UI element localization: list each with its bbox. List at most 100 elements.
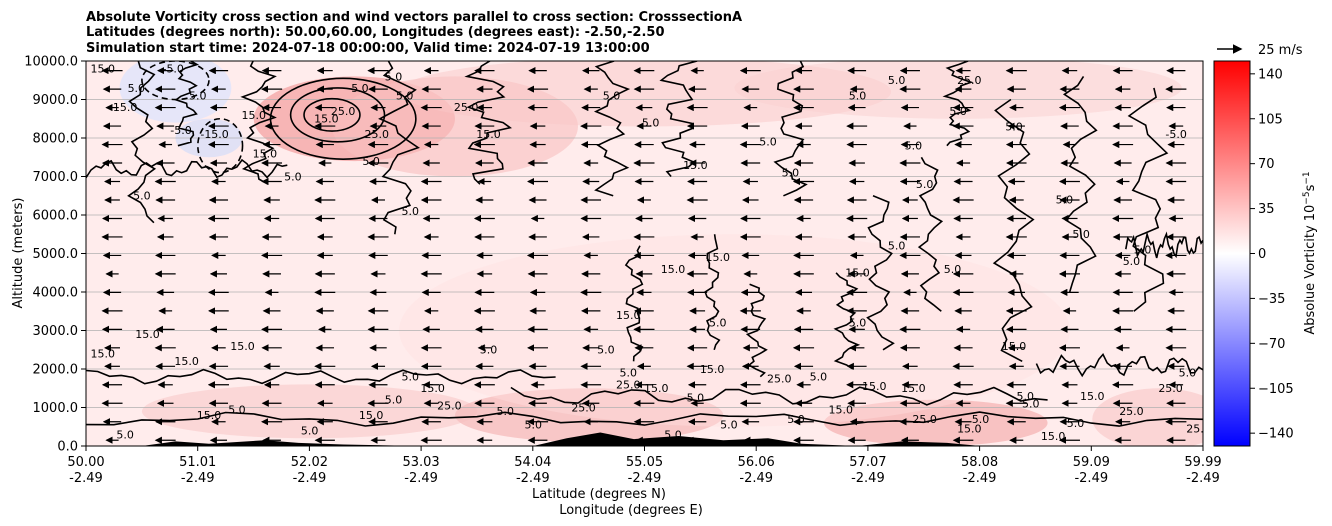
contour-label: 15.0: [845, 267, 870, 280]
x-tick-label-lat: 50.00: [67, 455, 104, 470]
contour-label: 15.0: [113, 101, 138, 114]
x-axis-label-longitude: Longitude (degrees E): [559, 503, 703, 518]
x-tick-label-lon: -2.49: [181, 471, 215, 486]
contour-label: 5.0: [849, 90, 867, 103]
contour-line: [378, 61, 420, 235]
contour-label: 5.0: [133, 190, 151, 203]
y-tick-label: 3000.0: [33, 324, 79, 339]
shading-patch: [823, 399, 1048, 446]
colorbar-tick-label: 35: [1258, 202, 1275, 217]
contour-line: [303, 97, 361, 132]
x-tick-label-lon: -2.49: [1186, 471, 1220, 486]
x-tick-label-lat: 59.99: [1184, 455, 1221, 470]
contour-label: 5.0: [905, 140, 923, 153]
contour-line: [833, 272, 861, 370]
y-tick-label: 10000.0: [24, 55, 78, 70]
contour-line: [510, 386, 1048, 406]
contour-line: [866, 195, 895, 351]
contour-label: 15.0: [174, 355, 199, 368]
contour-label: 25.0: [957, 74, 982, 87]
contour-label: 15.0: [683, 159, 708, 172]
colorbar: 140 105 70 35 0 −35 −70 −105 −140 Absolue Vortic…: [1213, 60, 1318, 447]
contour-label: 5.0: [597, 344, 615, 357]
terrain-silhouette: [86, 432, 1203, 446]
contour-label: 5.0: [720, 419, 738, 432]
contour-label: 15.0: [135, 328, 160, 341]
contour-line: [773, 61, 808, 197]
contour-label: 5.0: [603, 90, 621, 103]
contour-label: 15.0: [644, 382, 669, 395]
contour-label: 5.0: [1179, 367, 1197, 380]
contour-label: 5.0: [385, 394, 403, 407]
contour-label: 25.0: [1186, 423, 1211, 436]
quiver-key-label: 25 m/s: [1258, 43, 1303, 58]
contour-label: 15.0: [359, 409, 384, 422]
y-tick-label: 0.0: [57, 440, 78, 455]
contour-label: 5.0: [709, 317, 727, 330]
title-line-2: Latitudes (degrees north): 50.00,60.00, …: [86, 25, 665, 40]
contour-label: 5.0: [810, 371, 828, 384]
contour-label: 15.0: [1080, 390, 1105, 403]
contour-label: 5.0: [888, 240, 906, 253]
contour-label: 5.0: [1123, 255, 1141, 268]
x-tick-label-lon: -2.49: [1074, 471, 1108, 486]
contour-line: [240, 61, 277, 185]
contour-line: [86, 368, 556, 385]
y-tick-label: 5000.0: [33, 247, 79, 262]
x-axis-label-latitude: Latitude (degrees N): [532, 487, 666, 502]
contour-line-negative: [141, 61, 210, 101]
contour-label: 15.0: [230, 340, 255, 353]
shading-patch: [141, 384, 478, 439]
contour-label: 5.0: [642, 116, 660, 129]
contour-label: 15.0: [91, 63, 116, 76]
title-line-1: Absolute Vorticity cross section and win…: [86, 10, 742, 25]
contour-label: 25.0: [767, 372, 792, 385]
contour-line: [1062, 75, 1098, 293]
contour-label: 15.0: [700, 363, 725, 376]
colorbar-ticks: 140 105 70 35 0 −35 −70 −105 −140: [1250, 67, 1294, 442]
contour-line: [992, 98, 1035, 363]
x-tick-label-lat: 57.07: [849, 455, 886, 470]
contour-line: [942, 61, 974, 147]
contour-line: [86, 411, 1203, 427]
contour-label: 5.0: [1005, 120, 1023, 133]
contour-label: 25.0: [1158, 382, 1183, 395]
x-tick-label-lon: -2.49: [69, 471, 103, 486]
shading-patch: [454, 388, 724, 443]
contour-label: 5.0: [1067, 417, 1085, 430]
contour-label: -5.0: [1165, 128, 1186, 141]
contour-label: 5.0: [664, 428, 682, 441]
contour-label: 15.0: [1041, 430, 1066, 443]
contour-label: 25.0: [331, 105, 356, 118]
contour-label: 5.0: [759, 136, 777, 149]
contour-label: -5.0: [170, 124, 191, 137]
x-tick-label-lat: 52.02: [291, 455, 328, 470]
colorbar-label: Absolue Vorticity 10−5s−1: [1302, 171, 1318, 334]
contour-label: 15.0: [314, 113, 339, 126]
x-tick-label-lat: 54.04: [514, 455, 551, 470]
contour-label: 15.0: [197, 409, 222, 422]
contour-label: 5.0: [524, 419, 542, 432]
contour-label: 5.0: [228, 403, 246, 416]
contour-line: [174, 61, 199, 147]
contour-label: 25.0: [1119, 405, 1144, 418]
y-tick-label: 8000.0: [33, 132, 79, 147]
contour-label: 5.0: [351, 82, 369, 95]
contour-label: 5.0: [284, 170, 302, 183]
contour-label: 5.0: [1022, 398, 1040, 411]
contour-label: 5.0: [1072, 228, 1090, 241]
y-tick-label: 9000.0: [33, 93, 79, 108]
contour-label: 15.0: [862, 380, 887, 393]
contour-label: 5.0: [396, 90, 414, 103]
contour-label: 15.0: [91, 347, 116, 360]
contour-label: 5.0: [849, 317, 867, 330]
contour-label: -15.0: [200, 128, 228, 141]
y-tick-label: 7000.0: [33, 170, 79, 185]
contour-line: [86, 158, 288, 179]
contour-label: 15.0: [901, 382, 926, 395]
contour-line: [127, 61, 157, 224]
contour-labels: 15.05.015.0-5.0-5.0 -15.05.015.015.05.015…: [91, 63, 1211, 444]
plot-area: 15.05.015.0-5.0-5.0 -15.05.015.015.05.015…: [85, 60, 1211, 447]
colorbar-tick-label: −105: [1258, 382, 1294, 397]
x-tick-label-lon: -2.49: [516, 471, 550, 486]
